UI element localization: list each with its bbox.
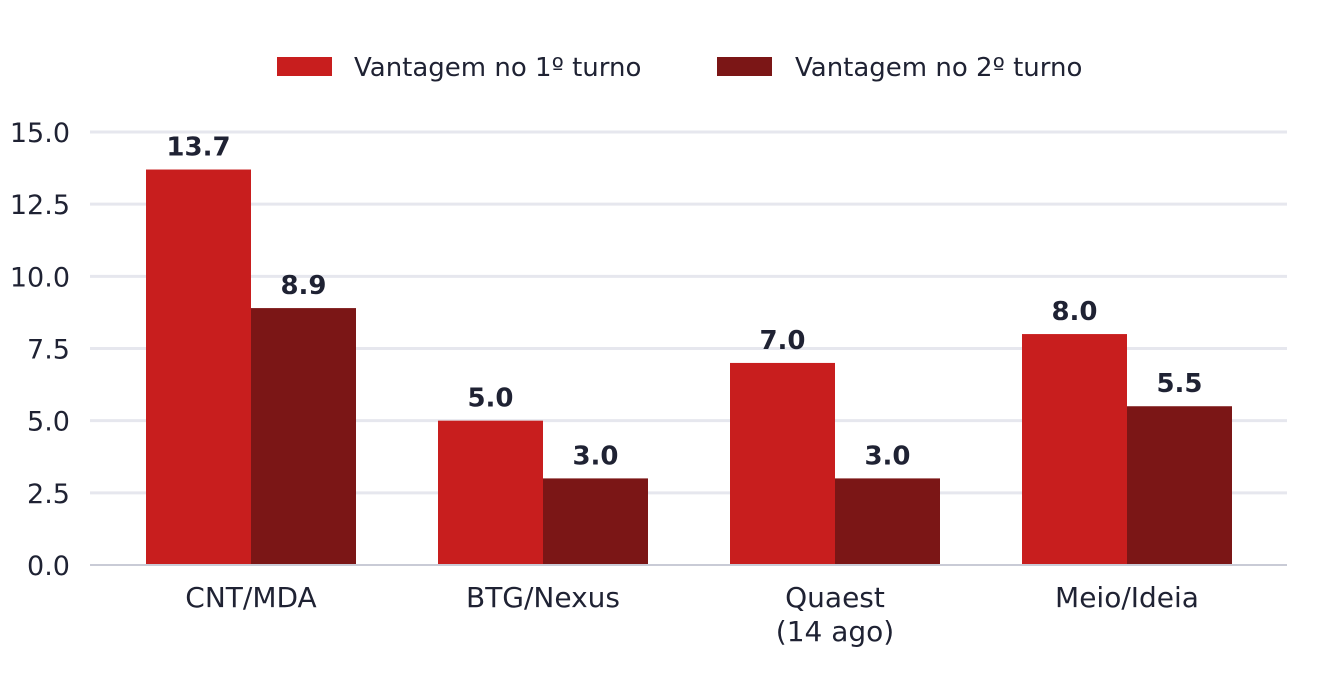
bar <box>146 169 251 565</box>
data-label: 8.9 <box>280 271 326 301</box>
y-tick-label: 5.0 <box>27 407 70 438</box>
y-tick-label: 0.0 <box>27 551 70 582</box>
legend-label: Vantagem no 1º turno <box>354 53 641 83</box>
legend-swatch <box>277 57 332 76</box>
y-tick-label: 10.0 <box>10 262 70 293</box>
x-tick-label: CNT/MDA <box>185 581 316 614</box>
bar <box>1022 334 1127 565</box>
data-label: 5.5 <box>1156 369 1202 399</box>
data-label: 3.0 <box>864 441 910 471</box>
data-label: 3.0 <box>572 441 618 471</box>
x-tick-label: Meio/Ideia <box>1055 581 1199 614</box>
legend-swatch <box>717 57 772 76</box>
bar <box>251 308 356 565</box>
bar <box>438 420 543 565</box>
y-tick-label: 12.5 <box>10 190 70 221</box>
axes: 0.0 2.5 5.0 7.5 10.0 12.5 15.0 CNT/MDA BTG/Nexus… <box>10 118 1287 648</box>
data-label: 7.0 <box>759 326 805 356</box>
y-tick-label: 2.5 <box>27 479 70 510</box>
data-labels: 13.7 8.9 5.0 3.0 7.0 3.0 8.0 5.5 <box>166 133 1202 472</box>
data-label: 5.0 <box>467 384 513 414</box>
y-tick-label: 15.0 <box>10 118 70 149</box>
bar <box>1127 406 1232 565</box>
y-tick-label: 7.5 <box>27 335 70 366</box>
bar <box>543 478 648 565</box>
legend-label: Vantagem no 2º turno <box>795 53 1082 83</box>
x-tick-label: (14 ago) <box>776 615 894 648</box>
bars <box>146 169 1232 565</box>
bar <box>730 362 835 565</box>
data-label: 13.7 <box>166 133 230 163</box>
bar <box>835 478 940 565</box>
x-tick-label: BTG/Nexus <box>466 581 620 614</box>
legend: Vantagem no 1º turno Vantagem no 2º turno <box>277 53 1082 83</box>
data-label: 8.0 <box>1051 297 1097 327</box>
x-tick-label: Quaest <box>785 581 885 614</box>
